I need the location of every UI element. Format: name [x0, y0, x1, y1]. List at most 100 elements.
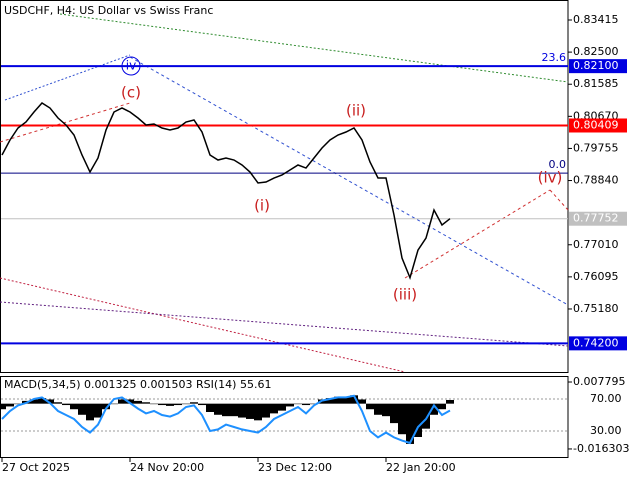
x-tick-label: 23 Dec 12:00 — [258, 461, 332, 474]
macd-bar — [286, 403, 294, 407]
macd-bar — [142, 402, 150, 404]
macd-bar — [158, 403, 166, 406]
macd-bar — [254, 403, 262, 421]
macd-bar — [430, 403, 438, 415]
macd-bar — [198, 403, 206, 406]
trend-line — [0, 277, 406, 373]
trend-line — [4, 54, 131, 101]
macd-bar — [166, 403, 174, 406]
macd-bar — [0, 403, 6, 410]
trend-line — [59, 13, 569, 83]
y-tick-label: 0.83415 — [573, 13, 619, 26]
macd-bar — [246, 403, 254, 419]
y2-tick-label: 70.00 — [590, 392, 622, 405]
price-label: 0.80409 — [573, 118, 619, 131]
y-tick-label: 0.007795 — [573, 375, 626, 388]
macd-bar — [406, 403, 414, 444]
y-tick-label: -0.016303 — [573, 442, 629, 455]
y-tick-label: 0.77010 — [573, 238, 619, 251]
y-tick-label: 0.76095 — [573, 270, 619, 283]
macd-bar — [438, 403, 446, 410]
trend-line — [404, 189, 551, 279]
macd-bar — [94, 403, 102, 418]
macd-bar — [350, 395, 358, 404]
macd-bar — [174, 403, 182, 406]
wave-label: iv — [126, 59, 136, 73]
macd-bar — [214, 403, 222, 415]
y2-tick-label: 30.00 — [590, 424, 622, 437]
price-label: 0.74200 — [573, 336, 619, 349]
wave-label: (c) — [121, 84, 141, 102]
chart-title: USDCHF, H4: US Dollar vs Swiss Franc — [4, 4, 213, 17]
y-tick-label: 0.79755 — [573, 141, 619, 154]
price-line — [1, 102, 451, 281]
macd-bar — [446, 399, 454, 404]
macd-bar — [30, 399, 38, 404]
macd-bar — [294, 403, 302, 405]
x-tick-label: 24 Nov 20:00 — [130, 461, 204, 474]
indicator-title: MACD(5,34,5) 0.001325 0.001503 RSI(14) 5… — [4, 378, 271, 391]
macd-bar — [398, 403, 406, 435]
y-tick-label: 0.82500 — [573, 45, 619, 58]
macd-bar — [374, 403, 382, 415]
macd-bar — [238, 403, 246, 418]
trend-lines — [0, 13, 569, 373]
macd-bar — [134, 400, 142, 404]
macd-bar — [302, 403, 310, 406]
macd-bar — [230, 403, 238, 417]
macd-bar — [390, 403, 398, 424]
price-label-box — [569, 118, 627, 133]
macd-bar — [422, 403, 430, 429]
main-frame — [0, 0, 569, 373]
macd-bar — [150, 403, 158, 405]
x-tick-label: 22 Jan 20:00 — [386, 461, 456, 474]
macd-bar — [110, 403, 118, 405]
rsi-line — [1, 394, 451, 445]
macd-bar — [358, 399, 366, 404]
macd-bar — [62, 403, 70, 406]
macd-bar — [270, 403, 278, 414]
macd-bar — [342, 396, 350, 404]
macd-bar — [326, 398, 334, 404]
macd-bar — [278, 403, 286, 411]
wave-label: (ii) — [346, 102, 366, 120]
macd-bar — [190, 402, 198, 404]
x-tick-label: 27 Oct 2025 — [2, 461, 70, 474]
wave-label: (iii) — [393, 286, 417, 304]
macd-bar — [46, 399, 54, 404]
macd-bar — [126, 399, 134, 404]
macd-bar — [310, 403, 318, 405]
fib-label: 0.0 — [549, 158, 567, 171]
macd-bar — [38, 398, 46, 404]
macd-bar — [54, 402, 62, 404]
macd-bar — [334, 396, 342, 404]
y-tick-label: 0.81585 — [573, 77, 619, 90]
macd-bar — [262, 403, 270, 418]
macd-bar — [382, 403, 390, 417]
macd-bar — [86, 403, 94, 421]
macd-bar — [182, 403, 190, 405]
macd-bar — [70, 403, 78, 410]
macd-bar — [102, 403, 110, 410]
trend-line — [0, 301, 569, 347]
y-tick-label: 0.78840 — [573, 174, 619, 187]
trend-line — [0, 102, 131, 143]
macd-bar — [14, 403, 22, 405]
wave-label: (iv) — [538, 169, 563, 187]
macd-bar — [222, 403, 230, 417]
trend-line — [129, 56, 569, 306]
macd-bar — [414, 403, 422, 437]
price-label-box — [569, 336, 627, 351]
wave-label: (i) — [254, 197, 270, 215]
price-label: 0.77752 — [573, 212, 619, 225]
macd-bar — [206, 403, 214, 412]
macd-bar — [6, 403, 14, 407]
trend-line — [549, 189, 569, 211]
price-label-box — [569, 211, 627, 226]
price-label-box — [569, 59, 627, 74]
macd-bar — [78, 403, 86, 415]
sub-frame — [0, 376, 569, 458]
y-tick-label: 0.75180 — [573, 302, 619, 315]
fib-label: 23.6 — [542, 51, 567, 64]
